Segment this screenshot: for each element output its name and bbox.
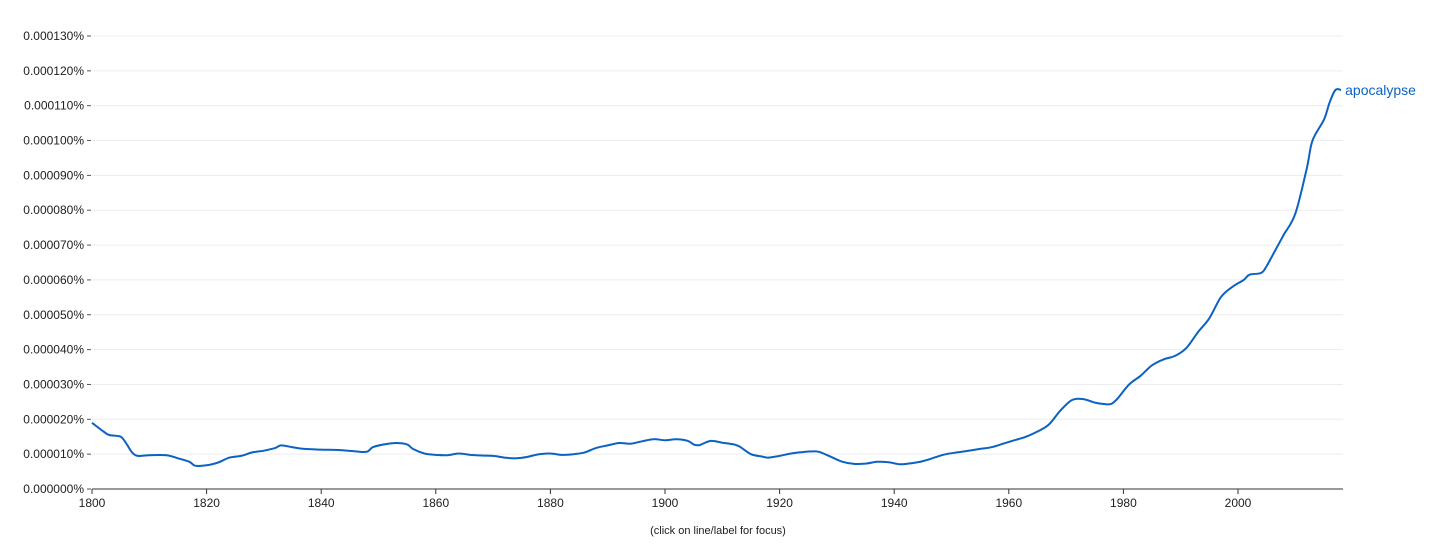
y-tick-label: 0.000040% [23, 343, 84, 357]
series-line-apocalypse[interactable] [91, 88, 1342, 467]
y-axis: 0.000000% 0.000010% 0.000020% 0.000030% 0.00… [23, 29, 91, 496]
y-tick-label: 0.000070% [23, 238, 84, 252]
y-tick-label: 0.000060% [23, 273, 84, 287]
x-tick-label: 1920 [766, 496, 793, 510]
x-tick-label: 1900 [652, 496, 679, 510]
focus-hint: (click on line/label for focus) [650, 525, 786, 537]
x-tick-label: 1860 [422, 496, 449, 510]
y-tick-label: 0.000000% [23, 482, 84, 496]
x-tick-label: 1800 [79, 496, 106, 510]
y-tick-label: 0.000080% [23, 203, 84, 217]
gridlines [92, 35, 1343, 455]
x-tick-label: 2000 [1225, 496, 1252, 510]
series-layer[interactable]: apocalypse [91, 82, 1416, 467]
x-tick-label: 1940 [881, 496, 908, 510]
y-tick-label: 0.000030% [23, 377, 84, 391]
x-tick-label: 1960 [995, 496, 1022, 510]
x-tick-label: 1980 [1110, 496, 1137, 510]
x-tick-label: 1820 [193, 496, 220, 510]
y-tick-label: 0.000010% [23, 447, 84, 461]
y-tick-label: 0.000020% [23, 412, 84, 426]
y-tick-label: 0.000100% [23, 134, 84, 148]
y-tick-label: 0.000110% [24, 99, 84, 113]
y-tick-label: 0.000130% [23, 29, 84, 43]
series-label-apocalypse[interactable]: apocalypse [1345, 82, 1416, 98]
x-tick-label: 1840 [308, 496, 335, 510]
y-tick-label: 0.000050% [23, 308, 84, 322]
y-tick-label: 0.000120% [23, 64, 84, 78]
x-axis: 1800 1820 1840 1860 1880 1900 1920 1940 1960 1980… [79, 488, 1343, 510]
x-tick-label: 1880 [537, 496, 564, 510]
y-tick-label: 0.000090% [23, 168, 84, 182]
